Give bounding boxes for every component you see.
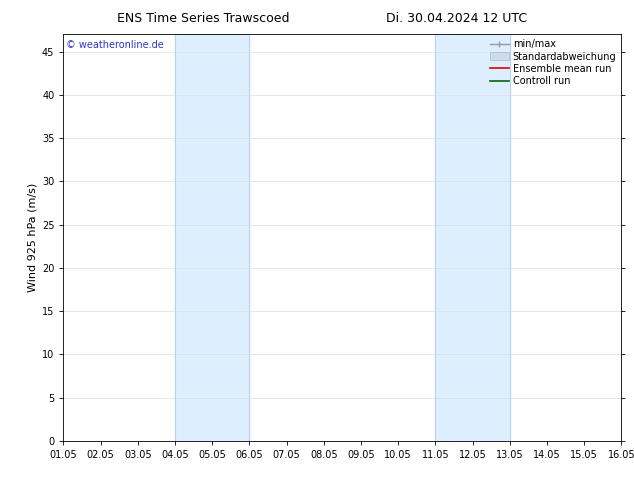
Text: © weatheronline.de: © weatheronline.de xyxy=(66,40,164,50)
Y-axis label: Wind 925 hPa (m/s): Wind 925 hPa (m/s) xyxy=(28,183,37,292)
Legend: min/max, Standardabweichung, Ensemble mean run, Controll run: min/max, Standardabweichung, Ensemble me… xyxy=(488,37,618,88)
Text: Di. 30.04.2024 12 UTC: Di. 30.04.2024 12 UTC xyxy=(386,12,527,25)
Bar xyxy=(436,34,510,441)
Bar xyxy=(175,34,249,441)
Text: ENS Time Series Trawscoed: ENS Time Series Trawscoed xyxy=(117,12,289,25)
